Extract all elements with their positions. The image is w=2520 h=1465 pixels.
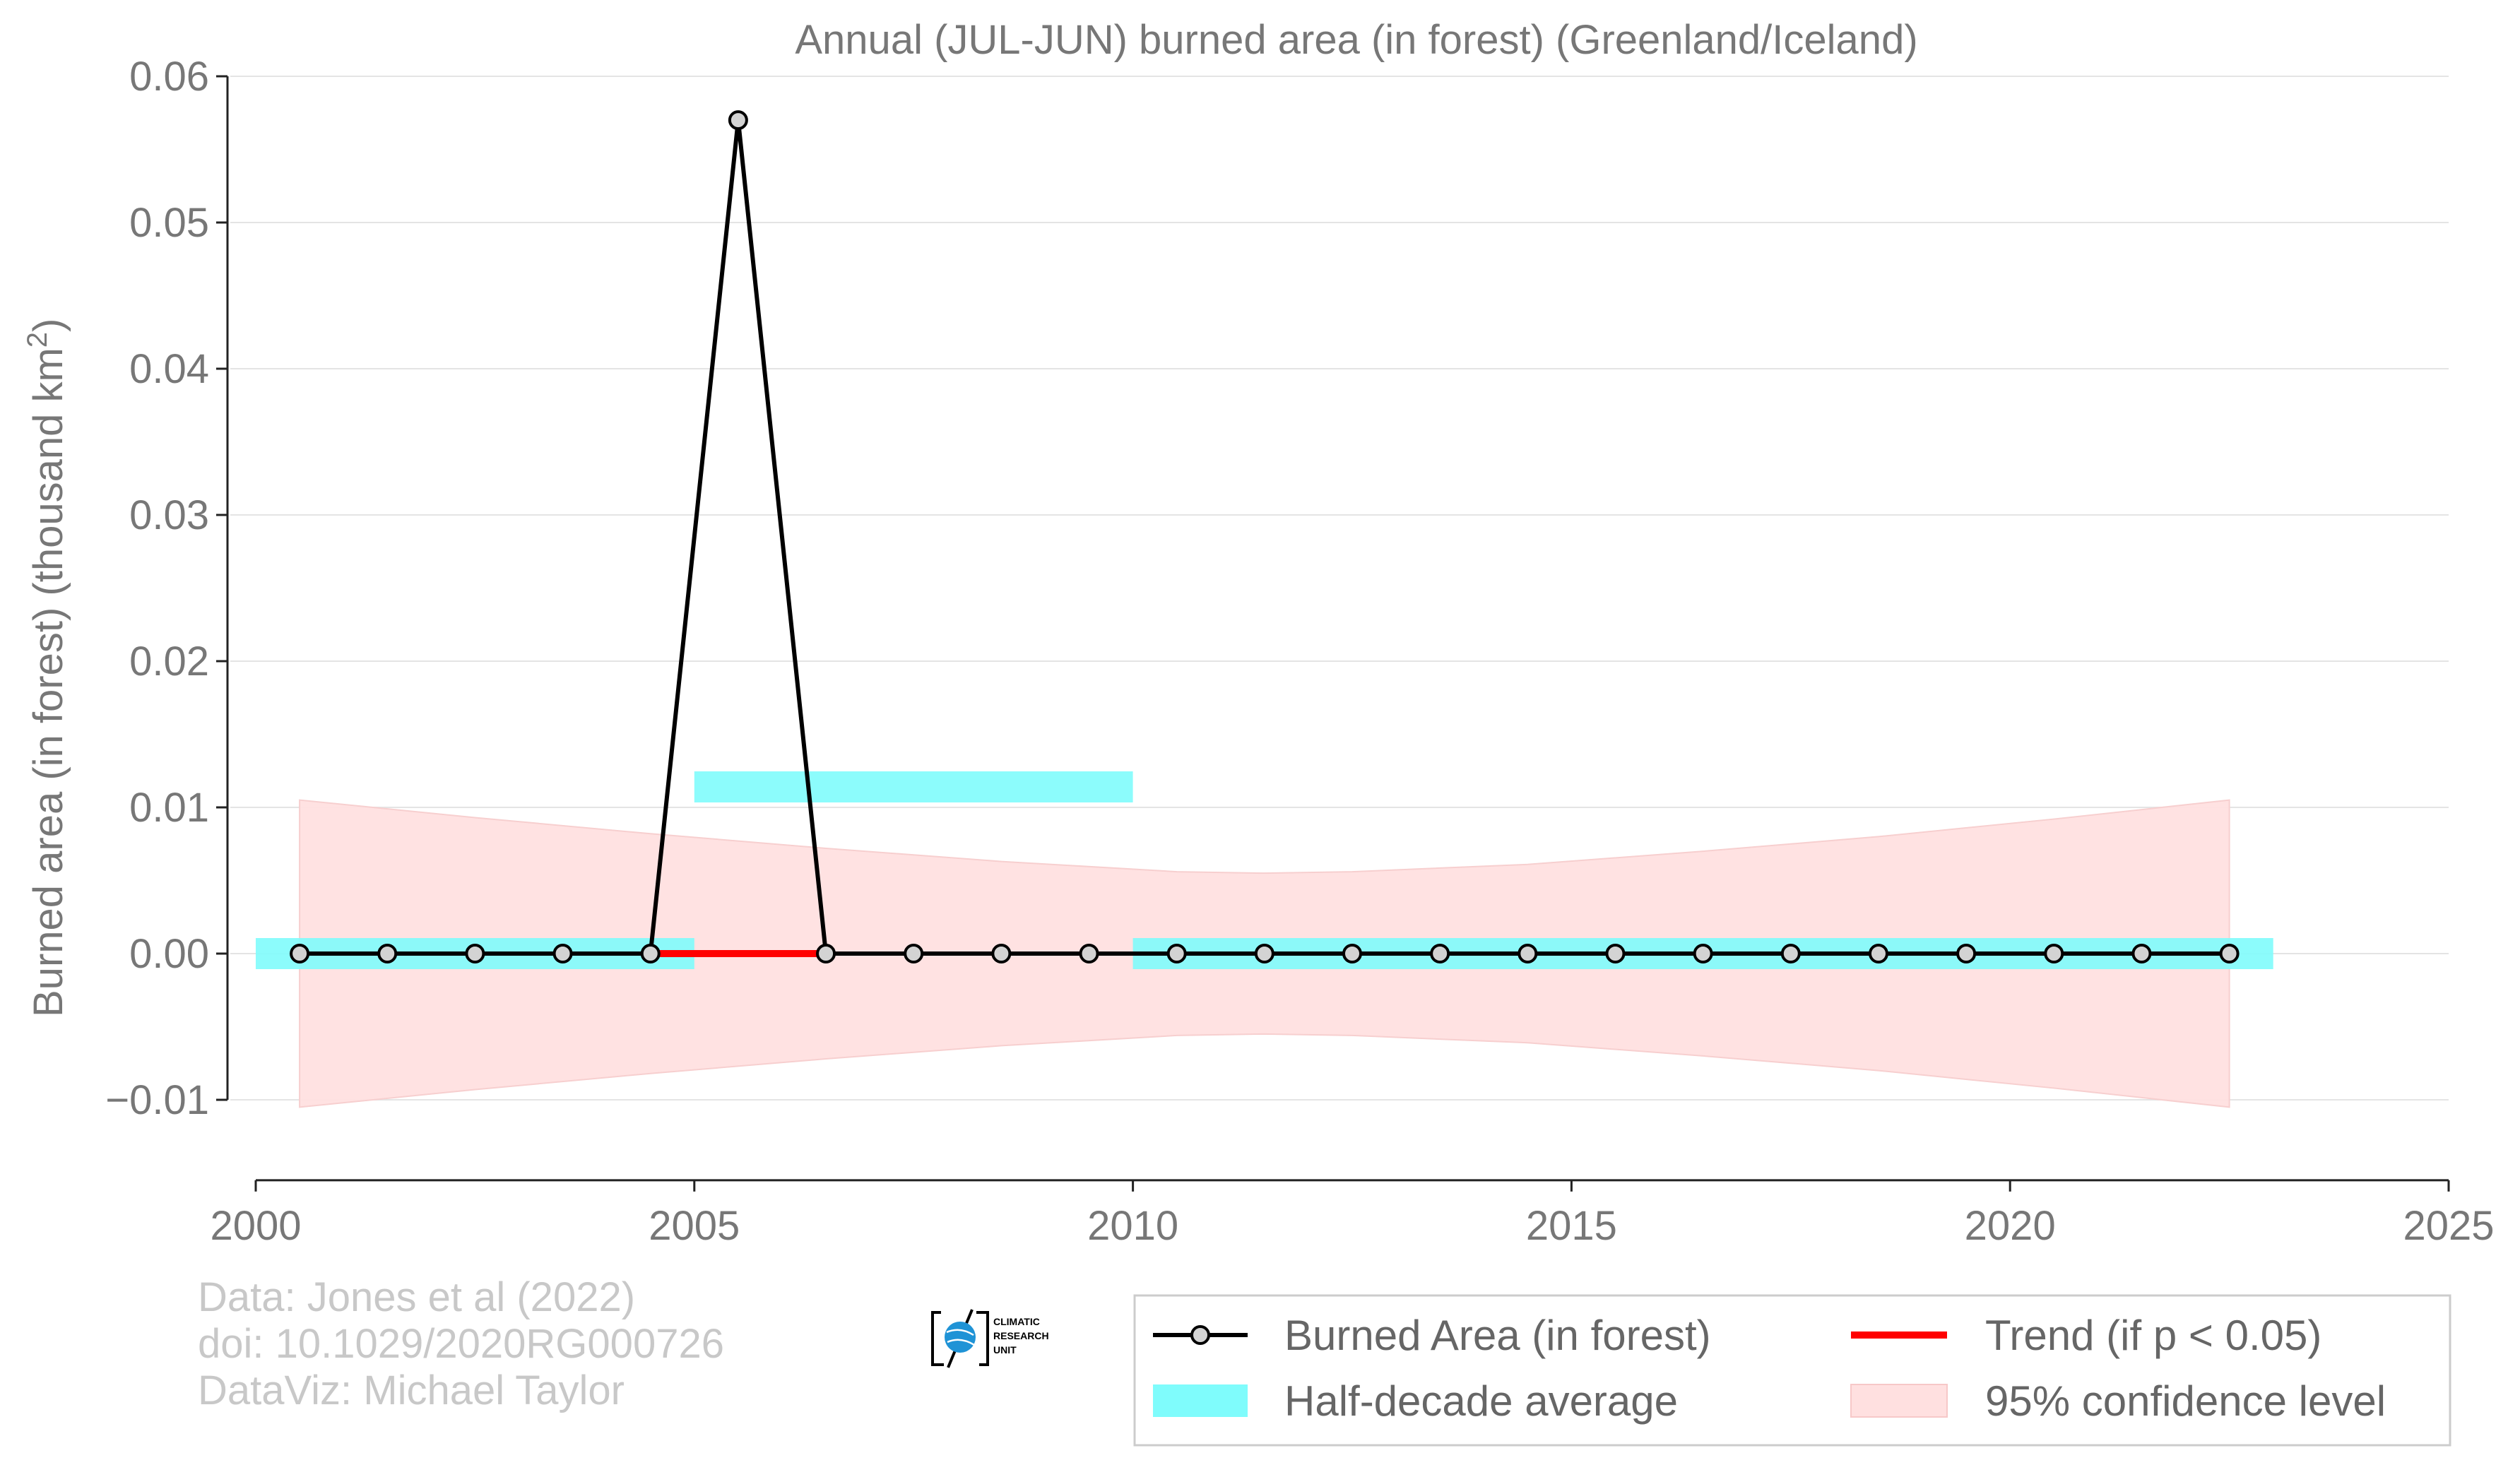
credit-data-source: Data: Jones et al (2022) (198, 1274, 635, 1320)
legend-marker-burned-area (1190, 1325, 1210, 1345)
logo-text-unit: UNIT (993, 1344, 1017, 1356)
y-tick-label: 0.05 (129, 200, 209, 246)
y-tick-label: 0.06 (129, 54, 209, 100)
x-tick-label: 2000 (210, 1203, 301, 1249)
legend-label-trend: Trend (if p < 0.05) (1985, 1312, 2321, 1359)
y-axis-label: Burned area (in forest) (thousand km2) (22, 319, 71, 1017)
data-point (904, 944, 924, 963)
y-tick-label: 0.02 (129, 639, 209, 684)
logo-text-research: RESEARCH (993, 1330, 1049, 1341)
data-point (2219, 944, 2240, 963)
data-point (1342, 944, 1362, 963)
data-point (1430, 944, 1450, 963)
logo-text-climatic: CLIMATIC (993, 1316, 1040, 1327)
y-tick-label: 0.00 (129, 931, 209, 977)
data-point (1166, 944, 1187, 963)
data-point (1254, 944, 1274, 963)
x-tick-label: 2010 (1087, 1203, 1178, 1249)
data-point (1693, 944, 1713, 963)
data-point (377, 944, 398, 963)
data-point (1868, 944, 1888, 963)
data-point (2131, 944, 2152, 963)
data-point (1079, 944, 1099, 963)
data-point (728, 110, 748, 131)
y-tick-label: −0.01 (105, 1077, 209, 1123)
y-tick-label: 0.03 (129, 492, 209, 538)
data-point (991, 944, 1012, 963)
legend-label-confidence: 95% confidence level (1985, 1377, 2386, 1425)
x-tick-label: 2020 (1965, 1203, 2056, 1249)
legend-box (1133, 1294, 2451, 1447)
data-point (552, 944, 573, 963)
legend-swatch-confidence (1850, 1384, 1948, 1418)
axes (216, 75, 2450, 1192)
legend-label-burned-area: Burned Area (in forest) (1284, 1312, 1711, 1359)
legend-swatch-half-decade (1153, 1384, 1248, 1417)
chart-title: Annual (JUL-JUN) burned area (in forest)… (795, 17, 1917, 63)
legend-label-half-decade: Half-decade average (1284, 1377, 1678, 1425)
x-tick-label: 2025 (2403, 1203, 2494, 1249)
x-tick-label: 2015 (1526, 1203, 1617, 1249)
y-tick-label: 0.01 (129, 785, 209, 831)
credit-dataviz: DataViz: Michael Taylor (198, 1368, 625, 1413)
data-point (2044, 944, 2064, 963)
legend: Burned Area (in forest) Trend (if p < 0.… (1133, 1294, 2451, 1447)
data-point (465, 944, 485, 963)
cru-logo: CLIMATIC RESEARCH UNIT (931, 1309, 1049, 1368)
data-point (640, 944, 661, 963)
credits: Data: Jones et al (2022) doi: 10.1029/20… (198, 1274, 724, 1413)
tick-labels: −0.01 0.00 0.01 0.02 0.03 0.04 0.05 0.06 2000 200… (105, 54, 2494, 1249)
data-point (816, 944, 836, 963)
data-point (1518, 944, 1538, 963)
data-point (1605, 944, 1626, 963)
credit-doi: doi: 10.1029/2020RG000726 (198, 1321, 724, 1367)
data-point (1956, 944, 1977, 963)
data-point (290, 944, 310, 963)
half-decade-average-bar (694, 771, 1133, 803)
burned-area-series (290, 110, 2240, 963)
y-tick-label: 0.04 (129, 346, 209, 392)
data-point (1780, 944, 1801, 963)
globe-icon (945, 1322, 976, 1353)
x-tick-label: 2005 (649, 1203, 740, 1249)
